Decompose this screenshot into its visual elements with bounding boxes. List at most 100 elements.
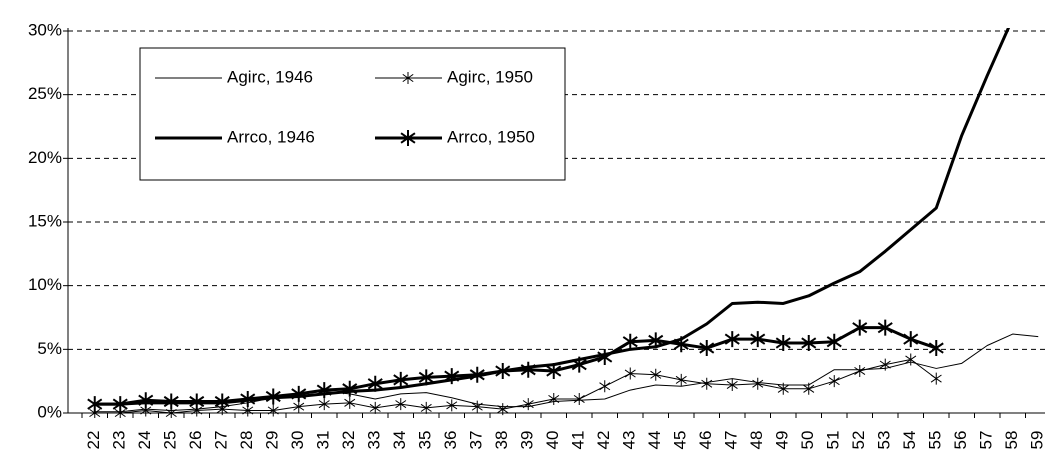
marker	[826, 333, 842, 350]
y-tick-label: 25%	[28, 84, 62, 103]
marker	[112, 396, 128, 413]
x-tick-label: 25	[161, 431, 180, 450]
marker	[316, 382, 332, 399]
x-tick-label: 56	[951, 431, 970, 450]
marker	[342, 380, 358, 397]
x-tick-label: 42	[594, 431, 613, 450]
marker	[444, 368, 460, 385]
legend-label: Arrco, 1946	[227, 127, 315, 146]
legend-marker	[400, 130, 416, 146]
x-tick-label: 43	[620, 431, 639, 450]
marker	[318, 398, 330, 411]
marker	[369, 401, 381, 414]
marker	[599, 380, 611, 393]
y-tick-label: 5%	[37, 339, 62, 358]
x-tick-label: 37	[467, 431, 486, 450]
x-tick-label: 32	[339, 431, 358, 450]
x-tick-label: 29	[263, 431, 282, 450]
marker	[624, 367, 636, 380]
marker	[293, 400, 305, 413]
marker	[138, 392, 154, 409]
marker	[675, 373, 687, 386]
marker	[87, 396, 103, 413]
x-tick-label: 27	[212, 431, 231, 450]
marker	[495, 362, 511, 379]
marker	[446, 399, 458, 412]
legend-box	[139, 47, 566, 181]
y-tick-label: 10%	[28, 275, 62, 294]
x-tick-label: 48	[747, 431, 766, 450]
marker	[291, 385, 307, 402]
marker	[673, 336, 689, 353]
marker	[877, 319, 893, 336]
marker	[418, 369, 434, 386]
marker	[648, 332, 664, 349]
x-tick-label: 34	[390, 431, 409, 450]
x-tick-label: 47	[722, 431, 741, 450]
y-tick-label: 0%	[37, 402, 62, 421]
marker	[903, 331, 919, 348]
marker	[828, 375, 840, 388]
marker	[522, 398, 534, 411]
x-tick-label: 45	[671, 431, 690, 450]
x-tick-label: 24	[135, 431, 154, 450]
legend: Agirc, 1946 Agirc, 1950 Arrco, 1946 Arrco, …	[139, 47, 566, 181]
marker	[573, 392, 585, 405]
legend-label: Arrco, 1950	[447, 127, 535, 146]
x-tick-label: 53	[875, 431, 894, 450]
marker	[854, 364, 866, 377]
x-tick-label: 39	[518, 431, 537, 450]
series-line	[94, 359, 937, 414]
marker	[571, 356, 587, 373]
marker	[265, 388, 281, 405]
x-tick-label: 46	[696, 431, 715, 450]
marker	[852, 319, 868, 336]
marker	[701, 377, 713, 390]
marker	[801, 334, 817, 351]
marker	[699, 340, 715, 357]
plot-area	[87, 28, 1039, 418]
marker	[905, 353, 917, 366]
marker	[724, 331, 740, 348]
x-tick-label: 22	[84, 431, 103, 450]
marker	[189, 393, 205, 410]
marker	[650, 368, 662, 381]
x-tick-label: 57	[977, 431, 996, 450]
marker	[546, 362, 562, 379]
axes: 0% 5% 10% 15% 20% 25% 30% 22 23 24 25 26 27 28 29 30 31 3…	[28, 20, 1045, 449]
x-tick-label: 30	[288, 431, 307, 450]
marker	[395, 398, 407, 411]
x-tick-label: 41	[569, 431, 588, 450]
marker	[752, 377, 764, 390]
series-line	[94, 326, 937, 406]
marker	[420, 401, 432, 414]
x-tick-label: 28	[237, 431, 256, 450]
x-tick-label: 31	[314, 431, 333, 450]
legend-label: Agirc, 1950	[447, 67, 533, 86]
marker	[520, 361, 536, 378]
x-tick-label: 49	[773, 431, 792, 450]
marker	[750, 331, 766, 348]
x-tick-label: 55	[926, 431, 945, 450]
x-tick-label: 38	[492, 431, 511, 450]
marker	[548, 392, 560, 405]
x-tick-label: 40	[543, 431, 562, 450]
x-tick-label: 54	[900, 431, 919, 450]
y-tick-label: 20%	[28, 148, 62, 167]
marker	[726, 378, 738, 391]
x-tick-label: 50	[798, 431, 817, 450]
x-tick-label: 23	[110, 431, 129, 450]
marker	[777, 382, 789, 395]
x-tick-label: 35	[416, 431, 435, 450]
marker	[469, 366, 485, 383]
x-tick-label: 51	[824, 431, 843, 450]
marker	[214, 393, 230, 410]
marker	[803, 382, 815, 395]
x-tick-label: 26	[186, 431, 205, 450]
marker	[471, 400, 483, 413]
marker	[928, 340, 944, 357]
x-tick-label: 58	[1002, 431, 1021, 450]
x-tick-label: 36	[441, 431, 460, 450]
marker	[930, 372, 942, 385]
